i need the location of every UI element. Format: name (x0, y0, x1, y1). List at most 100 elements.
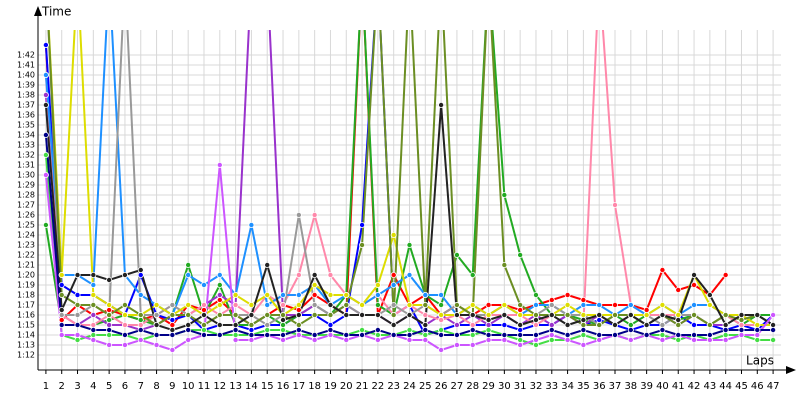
data-point (153, 331, 160, 338)
data-point (517, 301, 524, 308)
data-point (153, 311, 160, 318)
x-tick-label: 30 (498, 381, 511, 392)
data-point (422, 321, 429, 328)
data-point (612, 321, 619, 328)
data-point (532, 321, 539, 328)
y-tick-label: 1:27 (17, 201, 35, 210)
data-point (596, 321, 603, 328)
data-point (216, 311, 223, 318)
x-tick-label: 3 (74, 381, 80, 392)
data-point (232, 336, 239, 343)
y-tick-label: 1:33 (17, 141, 35, 150)
data-point (200, 331, 207, 338)
data-point (532, 336, 539, 343)
data-point (485, 316, 492, 323)
x-tick-label: 19 (324, 381, 337, 392)
data-point (706, 291, 713, 298)
data-point (691, 271, 698, 278)
data-point (153, 341, 160, 348)
data-point (548, 311, 555, 318)
x-tick-label: 34 (561, 381, 574, 392)
data-point (596, 316, 603, 323)
data-point (90, 301, 97, 308)
y-tick-label: 1:19 (17, 281, 35, 290)
data-point (564, 301, 571, 308)
data-point (485, 311, 492, 318)
data-point (42, 151, 49, 158)
data-point (327, 326, 334, 333)
data-point (58, 306, 65, 313)
data-point (359, 221, 366, 228)
data-point (42, 221, 49, 228)
x-axis-label: Laps (746, 354, 774, 368)
data-point (612, 301, 619, 308)
data-point (406, 331, 413, 338)
data-point (248, 326, 255, 333)
data-point (311, 331, 318, 338)
data-point (390, 231, 397, 238)
data-point (106, 331, 113, 338)
y-tick-label: 1:18 (17, 291, 35, 300)
y-tick-label: 1:15 (17, 321, 35, 330)
data-point (612, 201, 619, 208)
data-point (311, 336, 318, 343)
x-tick-label: 4 (90, 381, 96, 392)
data-point (675, 311, 682, 318)
data-point (596, 331, 603, 338)
data-point (137, 266, 144, 273)
data-point (675, 286, 682, 293)
data-point (264, 331, 271, 338)
data-point (485, 331, 492, 338)
data-point (438, 346, 445, 353)
data-point (469, 301, 476, 308)
data-point (200, 326, 207, 333)
data-point (517, 341, 524, 348)
data-point (770, 326, 777, 333)
data-point (359, 311, 366, 318)
y-tick-label: 1:34 (17, 131, 35, 140)
data-point (58, 311, 65, 318)
data-point (643, 306, 650, 313)
data-point (169, 316, 176, 323)
data-point (754, 331, 761, 338)
data-point (74, 321, 81, 328)
data-point (580, 316, 587, 323)
data-point (659, 326, 666, 333)
data-point (327, 331, 334, 338)
x-tick-label: 22 (372, 381, 385, 392)
data-point (295, 271, 302, 278)
data-point (169, 326, 176, 333)
data-point (295, 311, 302, 318)
data-point (691, 336, 698, 343)
data-point (374, 301, 381, 308)
data-point (327, 271, 334, 278)
data-point (58, 331, 65, 338)
data-point (738, 331, 745, 338)
data-point (675, 336, 682, 343)
data-point (137, 291, 144, 298)
data-point (121, 311, 128, 318)
data-point (469, 311, 476, 318)
data-point (327, 311, 334, 318)
x-tick-label: 24 (403, 381, 416, 392)
data-point (374, 331, 381, 338)
y-tick-label: 1:12 (17, 351, 35, 360)
data-point (106, 301, 113, 308)
data-point (327, 301, 334, 308)
data-point (169, 331, 176, 338)
x-tick-label: 17 (292, 381, 305, 392)
data-point (453, 341, 460, 348)
data-point (137, 336, 144, 343)
x-tick-label: 31 (514, 381, 527, 392)
data-point (390, 281, 397, 288)
x-tick-label: 27 (451, 381, 464, 392)
x-tick-label: 20 (340, 381, 353, 392)
y-tick-label: 1:40 (17, 71, 35, 80)
data-point (722, 326, 729, 333)
data-point (90, 281, 97, 288)
data-point (374, 291, 381, 298)
data-point (106, 321, 113, 328)
data-point (580, 321, 587, 328)
data-point (691, 281, 698, 288)
data-point (280, 321, 287, 328)
